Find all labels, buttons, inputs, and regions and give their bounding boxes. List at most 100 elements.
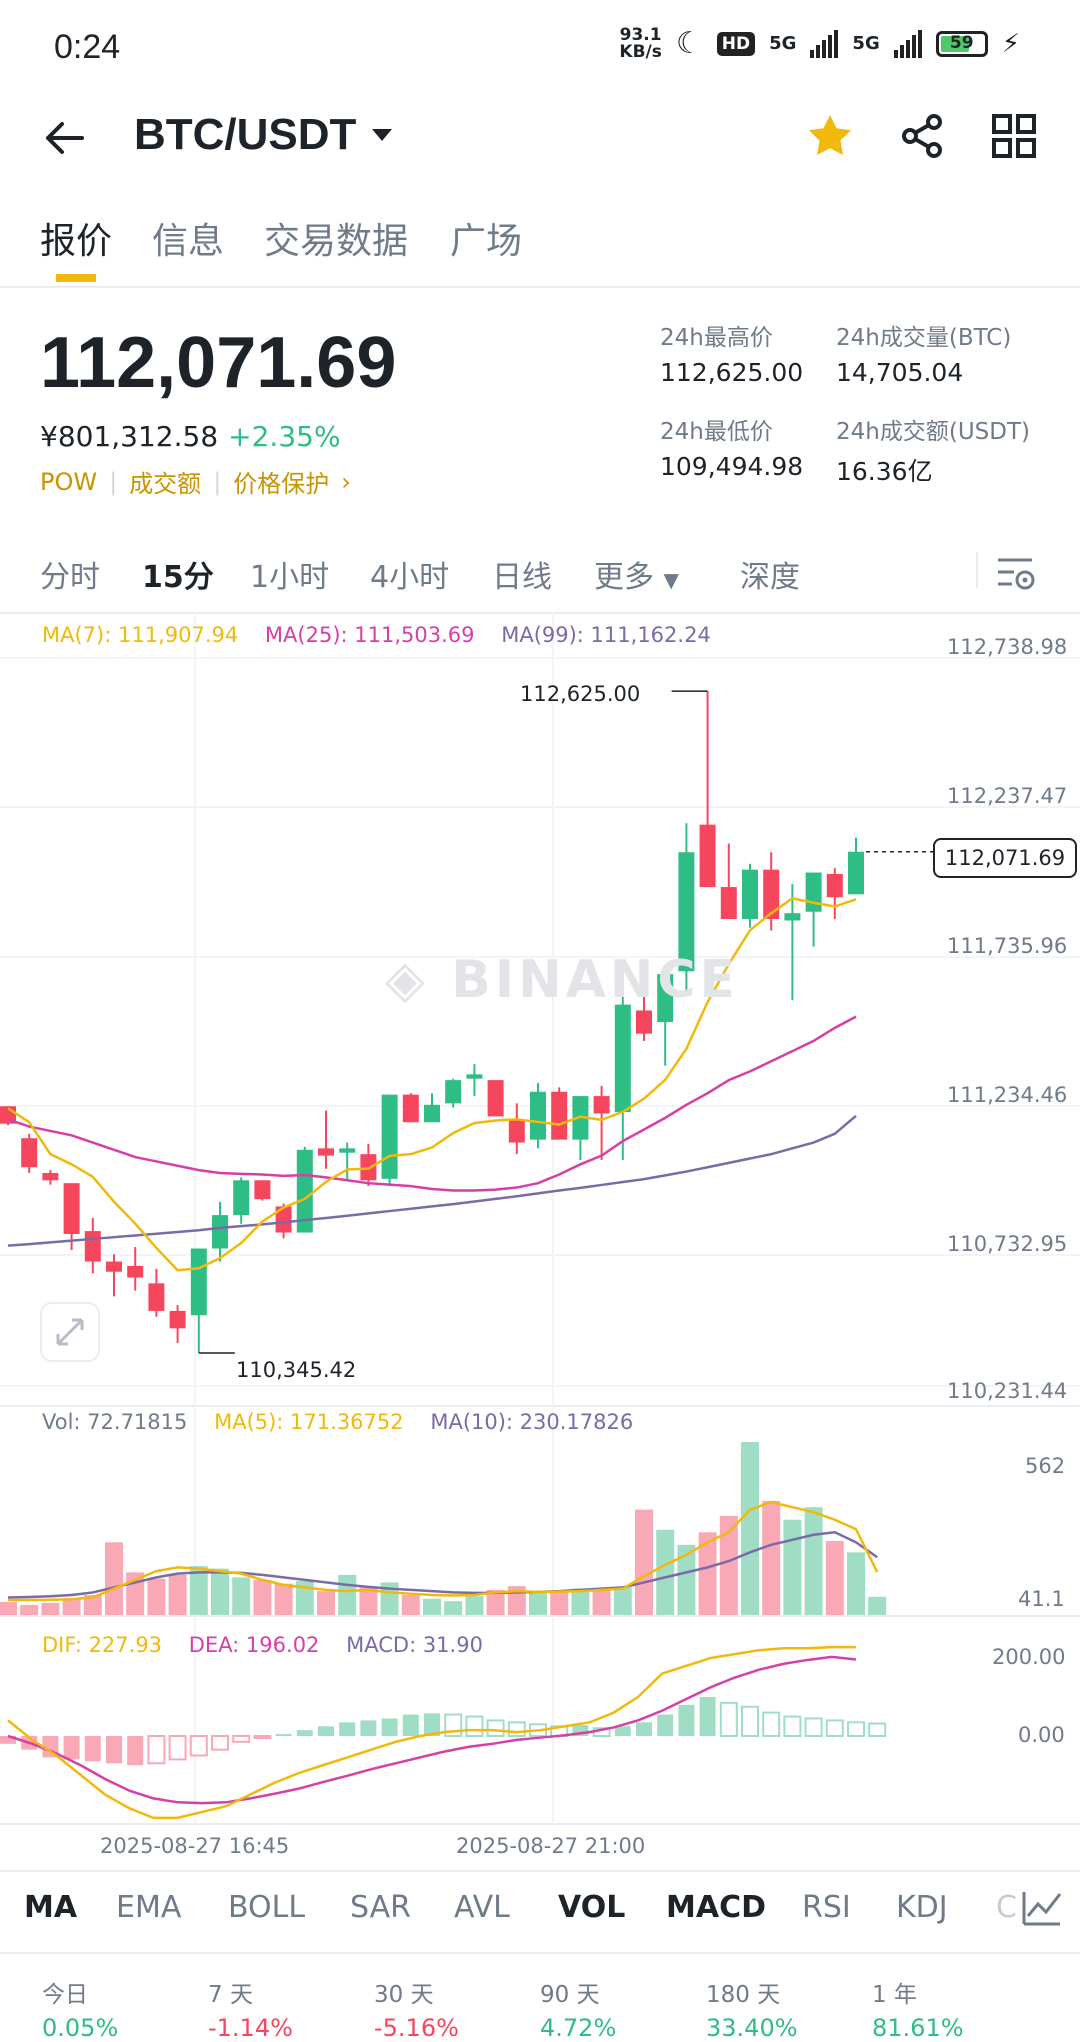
macd-bar	[147, 1735, 166, 1765]
indicator-vol[interactable]: VOL	[558, 1890, 626, 1925]
candle-body	[233, 1180, 250, 1216]
binance-logo-icon: ◈	[385, 950, 429, 1010]
candle-body	[296, 1149, 313, 1233]
candle-body	[127, 1265, 144, 1278]
indicator-macd[interactable]: MACD	[666, 1890, 766, 1925]
macd-bar	[424, 1713, 440, 1736]
indicator-sar[interactable]: SAR	[350, 1890, 411, 1925]
volume-bar	[868, 1596, 887, 1615]
volume-bar	[423, 1598, 441, 1615]
indicator-boll[interactable]: BOLL	[228, 1890, 306, 1925]
candle-body	[742, 869, 758, 919]
volume-bar	[613, 1587, 632, 1615]
candle-body	[84, 1231, 101, 1262]
moon-icon: ☾	[675, 26, 703, 61]
tab-trading-data[interactable]: 交易数据	[264, 221, 409, 262]
perf-label-today: 今日	[42, 1982, 88, 2008]
macd-bar	[0, 1736, 16, 1744]
grid-menu-icon[interactable]	[990, 112, 1038, 160]
current-price-tag: 112,071.69	[933, 838, 1077, 878]
volume-bar	[253, 1579, 272, 1615]
legend-vol-ma10: MA(10): 230.17826	[430, 1410, 634, 1434]
candle-body	[678, 852, 695, 972]
interval-depth[interactable]: 深度	[740, 560, 800, 595]
perf-value-7d: -1.14%	[208, 2014, 293, 2042]
indicator-avl[interactable]: AVL	[454, 1890, 510, 1925]
ma7-line	[7, 897, 857, 1272]
macd-axis-label: 200.00	[992, 1645, 1066, 1669]
back-arrow-icon[interactable]	[42, 116, 86, 160]
candle-body	[848, 851, 864, 895]
candle-body	[508, 1119, 525, 1143]
high-marker-label: 112,625.00	[520, 682, 641, 706]
volume-bar	[719, 1515, 738, 1615]
expand-icon	[56, 1318, 84, 1346]
stat-high: 24h最高价 112,625.00	[660, 325, 804, 387]
candle-body	[106, 1261, 122, 1272]
indicator-ma[interactable]: MA	[24, 1890, 78, 1925]
macd-bar	[783, 1715, 802, 1737]
network-label-1: 5G	[769, 33, 797, 54]
macd-bar	[402, 1714, 419, 1736]
macd-bar	[232, 1735, 251, 1743]
stat-low: 24h最低价 109,494.98	[660, 419, 804, 481]
volume-bar	[677, 1544, 696, 1615]
candle-body	[254, 1180, 271, 1200]
star-icon[interactable]	[806, 112, 854, 160]
volume-bar	[295, 1581, 314, 1615]
indicator-settings-icon[interactable]	[1020, 1888, 1064, 1928]
chevron-right-icon[interactable]: ›	[341, 467, 351, 496]
volume-bar	[550, 1591, 569, 1615]
tag-pow[interactable]: POW	[40, 467, 98, 496]
volume-bar	[465, 1596, 484, 1615]
expand-chart-button[interactable]	[40, 1302, 100, 1362]
macd-bar	[168, 1735, 187, 1761]
macd-bar	[360, 1720, 377, 1736]
indicator-rsi[interactable]: RSI	[802, 1890, 851, 1925]
volume-bar	[698, 1532, 717, 1615]
caret-down-icon	[372, 129, 393, 141]
macd-bar	[211, 1735, 229, 1751]
candle-body	[169, 1310, 186, 1329]
perf-label-7d: 7 天	[208, 1982, 253, 2008]
pair-selector[interactable]: BTC/USDT	[134, 110, 394, 160]
vol-ma5-line	[8, 1500, 879, 1602]
volume-bar	[529, 1592, 547, 1615]
interval-15m[interactable]: 15分	[142, 560, 214, 595]
dif-line	[7, 1645, 857, 1820]
kline-chart[interactable]	[0, 612, 1080, 1870]
legend-vol-ma5: MA(5): 171.36752	[214, 1410, 404, 1434]
candle-body	[190, 1248, 207, 1316]
interval-4h[interactable]: 4小时	[370, 560, 450, 595]
share-icon[interactable]	[898, 112, 946, 160]
interval-timeline[interactable]: 分时	[40, 560, 100, 595]
interval-more[interactable]: 更多 ▼	[594, 560, 679, 595]
last-price: 112,071.69	[40, 323, 397, 403]
tag-price-protection[interactable]: 价格保护	[233, 470, 330, 498]
volume-bar	[762, 1500, 781, 1615]
indicator-more[interactable]: C	[996, 1890, 1017, 1925]
indicator-kdj[interactable]: KDJ	[896, 1890, 948, 1925]
volume-bar	[317, 1591, 335, 1615]
macd-bar	[719, 1701, 738, 1737]
tag-turnover[interactable]: 成交额	[129, 470, 202, 498]
volume-bar	[359, 1587, 378, 1615]
interval-1d[interactable]: 日线	[492, 560, 552, 595]
time-axis-label: 2025-08-27 16:45	[100, 1834, 290, 1858]
volume-bar	[0, 1601, 17, 1615]
interval-1h[interactable]: 1小时	[250, 560, 330, 595]
status-bar: 0:24 93.1 KB/s ☾ HD 5G 5G 59 ⚡	[0, 0, 1080, 96]
tab-square[interactable]: 广场	[450, 221, 523, 262]
indicator-ema[interactable]: EMA	[116, 1890, 182, 1925]
chart-settings-icon[interactable]	[996, 556, 1036, 592]
tab-info[interactable]: 信息	[152, 221, 225, 262]
ma99-line	[7, 1114, 857, 1247]
tab-quote[interactable]: 报价	[40, 221, 113, 262]
candle-body	[275, 1206, 292, 1233]
macd-bar	[339, 1722, 356, 1736]
legend-ma25: MA(25): 111,503.69	[264, 623, 475, 647]
volume-legend: Vol: 72.71815 MA(5): 171.36752 MA(10): 2…	[42, 1410, 633, 1434]
macd-bar	[847, 1721, 865, 1737]
perf-label-180d: 180 天	[706, 1982, 781, 2008]
volume-bar	[571, 1588, 590, 1615]
